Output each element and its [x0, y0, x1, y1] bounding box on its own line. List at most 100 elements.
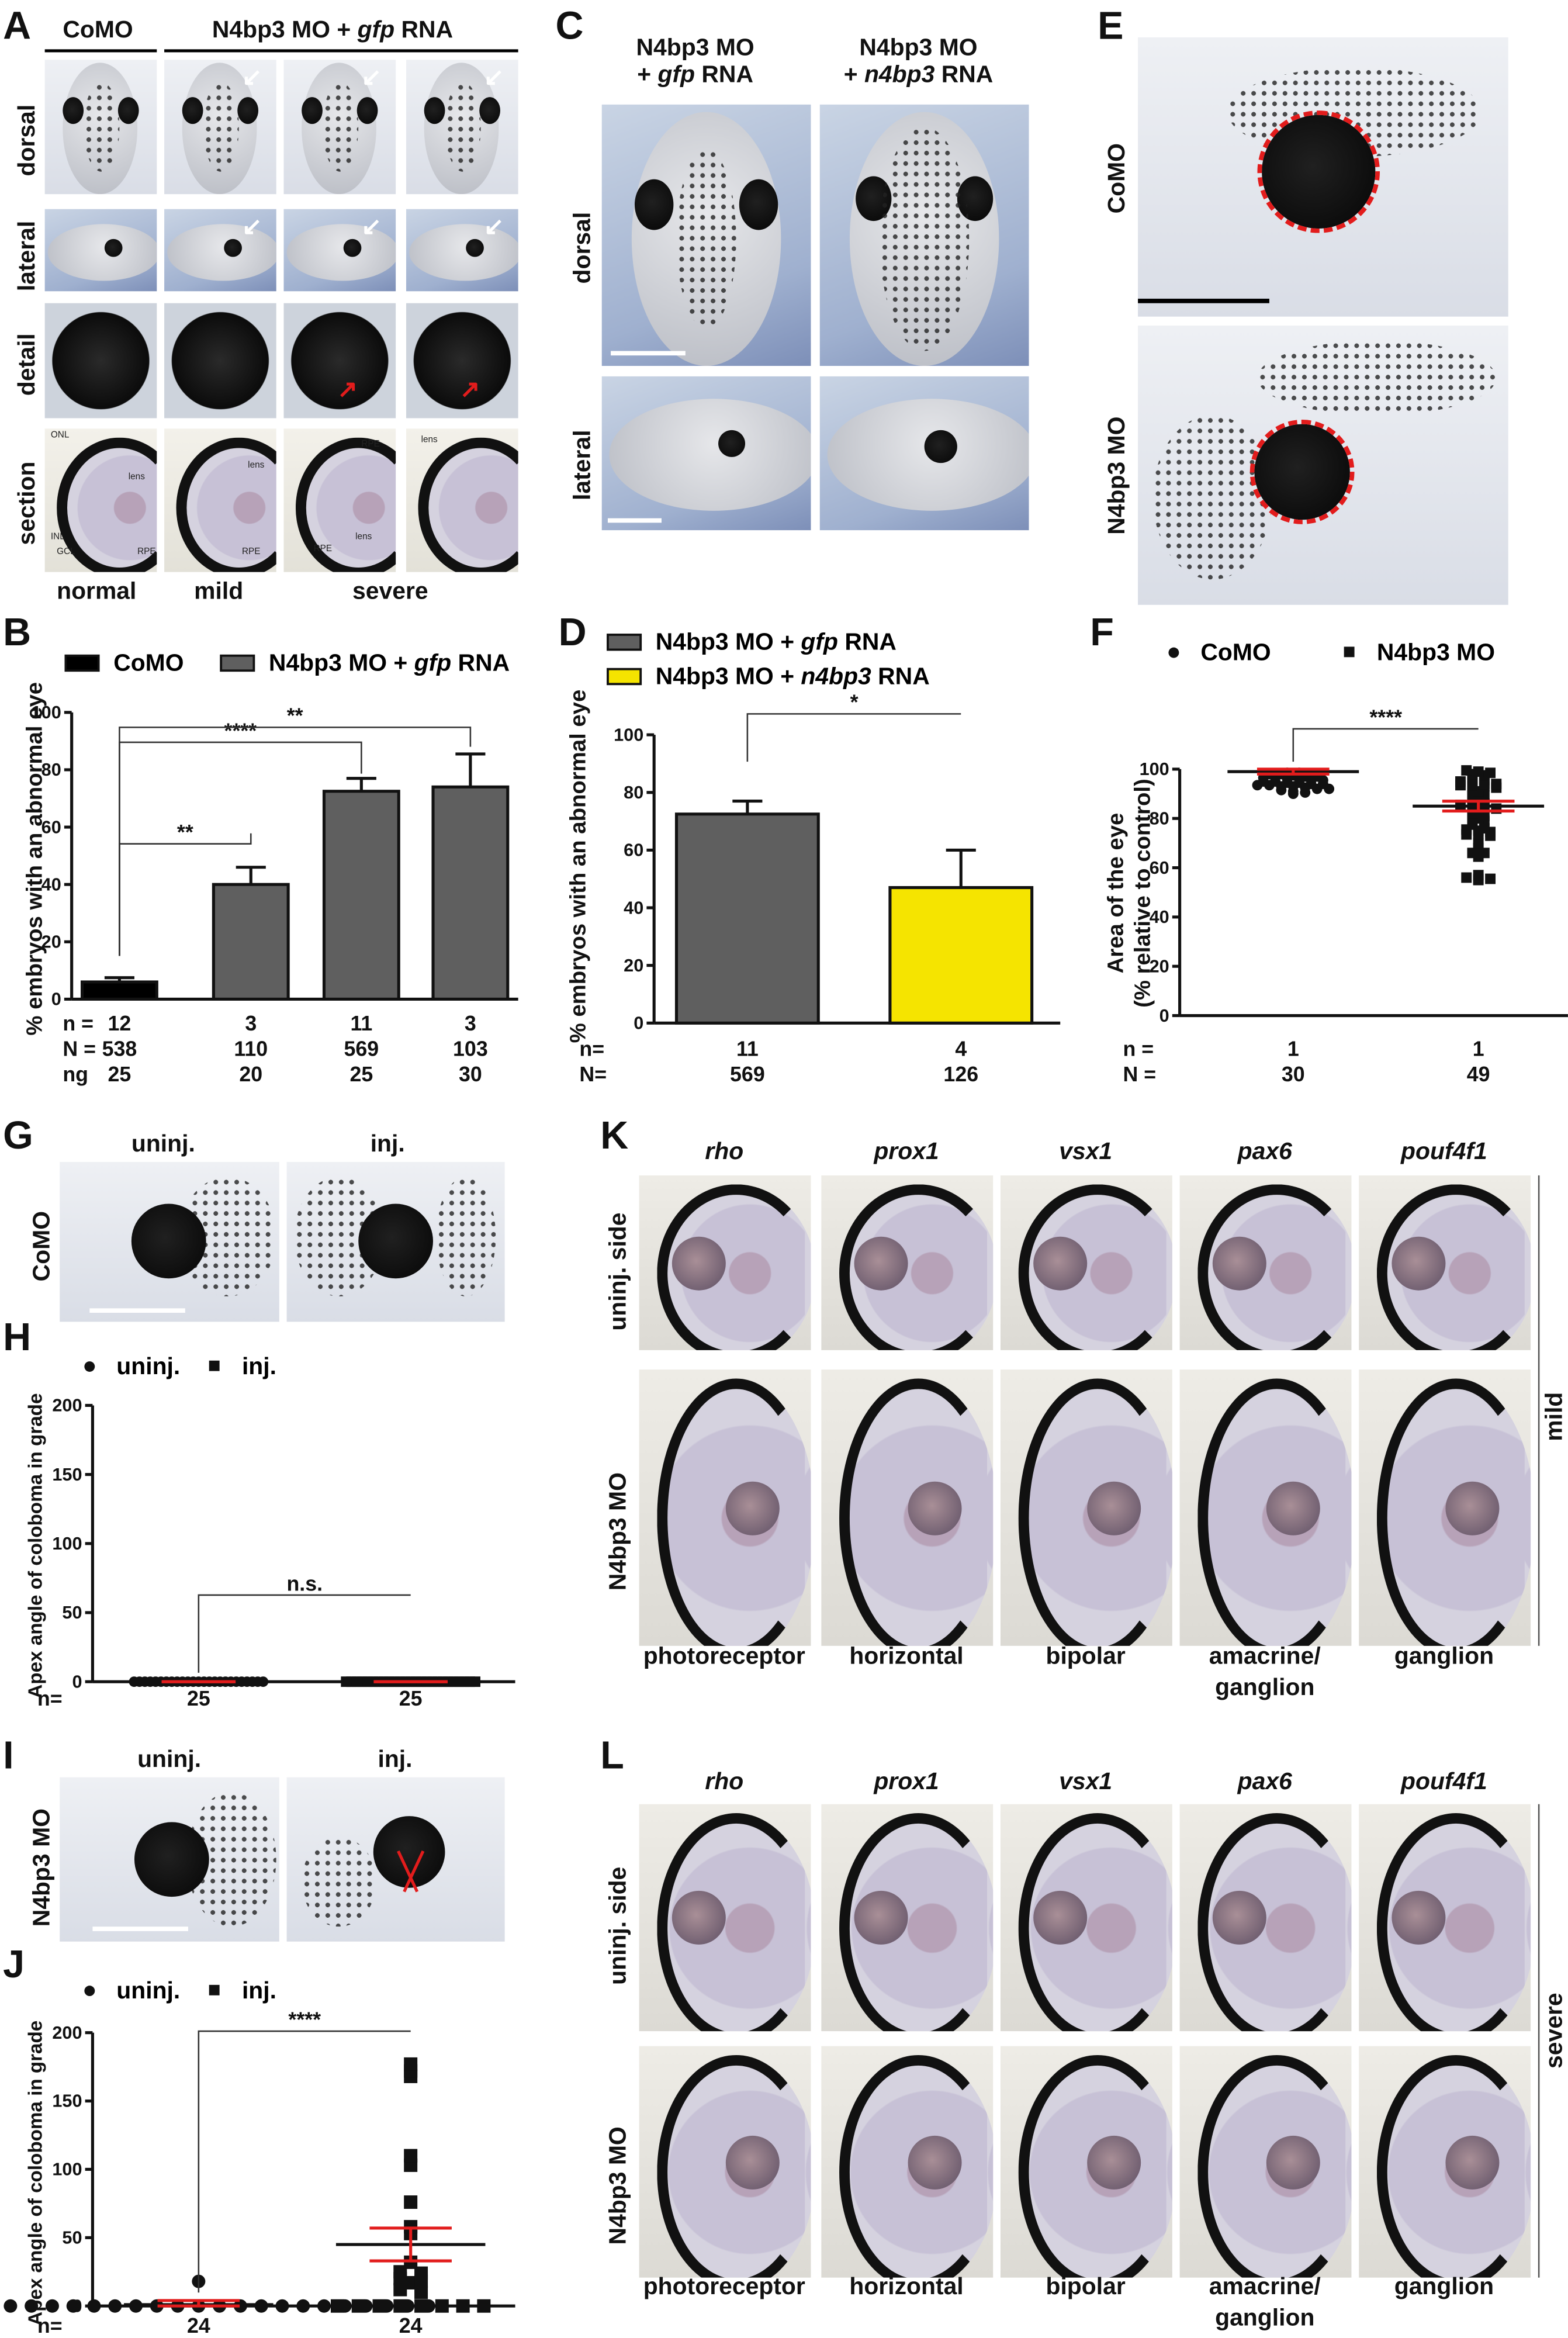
- section-label: RPE: [241, 548, 261, 558]
- ish-section-uninjected: [821, 1804, 994, 2032]
- y-tick-label: 60: [1150, 858, 1169, 878]
- gene-label: pax6: [1237, 1769, 1292, 1796]
- section-label: ONL: [50, 431, 70, 441]
- legend-marker-circle: [84, 1986, 95, 1997]
- header-text: RNA: [934, 63, 994, 88]
- photo-i-inj: [286, 1777, 505, 1942]
- significance-label: **: [287, 704, 303, 728]
- table-cell: 11: [350, 1012, 372, 1035]
- ish-section-uninjected: [1179, 1175, 1352, 1350]
- significance-label: n.s.: [286, 1572, 323, 1595]
- data-point-square: [351, 2299, 365, 2313]
- photo-g-inj: [286, 1161, 505, 1322]
- y-tick-label: 40: [41, 874, 61, 894]
- y-tick-label: 60: [624, 841, 643, 860]
- data-point-circle: [108, 2299, 122, 2313]
- legend-label: N4bp3 MO: [1377, 638, 1495, 665]
- table-row-label: N =: [1123, 1063, 1157, 1086]
- y-tick-label: 40: [1150, 907, 1169, 927]
- legend-label-part: N4bp3 MO +: [656, 628, 801, 655]
- data-point-circle: [275, 2299, 289, 2313]
- arrow-icon: ↙: [483, 65, 504, 91]
- photo-lateral-gfp: [601, 376, 811, 531]
- col-header-gfp: N4bp3 MO + gfp RNA: [636, 36, 754, 89]
- panel-letter-k: K: [600, 1112, 629, 1158]
- cell-type-label: bipolar: [1046, 2274, 1126, 2301]
- significance-bracket: [746, 713, 961, 762]
- data-point-square: [456, 2299, 470, 2313]
- ish-section-morphant: [1179, 2046, 1352, 2278]
- ish-section-uninjected: [821, 1175, 994, 1350]
- y-axis-title: % embryos with an abnormal eye: [566, 690, 591, 1043]
- data-point-square: [477, 2299, 491, 2313]
- y-tick-label: 20: [41, 932, 61, 952]
- header-text: N4bp3 MO +: [212, 18, 358, 44]
- ish-section-morphant: [1359, 2046, 1531, 2278]
- data-point-square: [404, 2195, 418, 2209]
- y-tick-label: 50: [62, 2228, 82, 2248]
- photo-dorsal: [44, 60, 157, 195]
- photo-eye-como: [1138, 37, 1508, 317]
- gene-label: prox1: [874, 1139, 939, 1165]
- data-point-square: [330, 2299, 344, 2313]
- legend-marker-square: [209, 1984, 220, 1995]
- table-row-label: ng: [63, 1063, 88, 1086]
- significance-bracket: [119, 727, 472, 956]
- photo-dorsal: ↙: [406, 60, 518, 195]
- table-cell: 24: [187, 2314, 210, 2337]
- panel-letter-h: H: [3, 1314, 32, 1360]
- data-point-circle: [25, 2299, 39, 2313]
- gene-label: pouf4f1: [1401, 1139, 1487, 1165]
- panel-letter-a: A: [3, 3, 32, 48]
- ish-section-uninjected: [1000, 1175, 1172, 1350]
- legend-swatch: [220, 654, 255, 672]
- y-tick-label: 200: [52, 2023, 82, 2043]
- y-axis-title: Area of the eye: [1103, 813, 1129, 974]
- col-label-normal: normal: [57, 579, 137, 605]
- ish-section-morphant: [639, 1369, 811, 1646]
- ish-section-morphant: [639, 2046, 811, 2278]
- table-cell: 4: [955, 1037, 967, 1061]
- legend-label-part: n4bp3: [801, 662, 871, 689]
- data-point-circle: [317, 2299, 331, 2313]
- data-point-square: [1473, 870, 1484, 881]
- y-axis-title: Apex angle of coloboma in grade: [25, 2021, 47, 2326]
- table-cell: 25: [108, 1063, 131, 1086]
- table-cell: 20: [239, 1063, 262, 1086]
- y-tick-label: 100: [52, 1534, 82, 1554]
- data-point-square: [393, 2265, 407, 2279]
- panel-letter-e: E: [1098, 3, 1124, 48]
- y-axis-title: % embryos with an abnormal eye: [22, 682, 47, 1036]
- ish-section-morphant: [1179, 1369, 1352, 1646]
- section-label: RPE: [313, 545, 333, 554]
- cell-type-label: horizontal: [849, 1644, 964, 1670]
- photo-detail: ↗: [283, 303, 396, 419]
- table-cell: 12: [108, 1012, 131, 1035]
- gene-label: vsx1: [1059, 1139, 1113, 1165]
- ish-section-uninjected: [1359, 1175, 1531, 1350]
- arrow-icon: ↗: [460, 378, 480, 403]
- panel-letter-b: B: [3, 609, 32, 655]
- table-row-label: N =: [63, 1037, 96, 1061]
- panel-letter-c: C: [555, 3, 584, 48]
- photo-lateral: ↙: [283, 209, 396, 292]
- panel-letter-j: J: [3, 1941, 25, 1987]
- table-cell: 25: [187, 1687, 210, 1710]
- panel-letter-d: D: [558, 609, 587, 655]
- data-point-square: [404, 2057, 418, 2071]
- cell-type-label: horizontal: [849, 2274, 964, 2301]
- data-point-square: [1461, 872, 1472, 883]
- table-cell: 110: [234, 1037, 268, 1061]
- photo-lateral: ↙: [164, 209, 276, 292]
- section-label: RPE: [137, 548, 156, 558]
- cell-type-label: photoreceptor: [643, 2274, 805, 2301]
- cell-type-label: photoreceptor: [643, 1644, 805, 1670]
- legend-label: uninj.: [116, 1977, 180, 2004]
- col-label-inj: inj.: [370, 1132, 405, 1158]
- header-italic: gfp: [357, 18, 395, 44]
- ish-section-uninjected: [639, 1804, 811, 2032]
- table-row-label: n =: [63, 1012, 94, 1035]
- arrow-icon: ↙: [361, 65, 382, 91]
- col-label-mild: mild: [194, 579, 244, 605]
